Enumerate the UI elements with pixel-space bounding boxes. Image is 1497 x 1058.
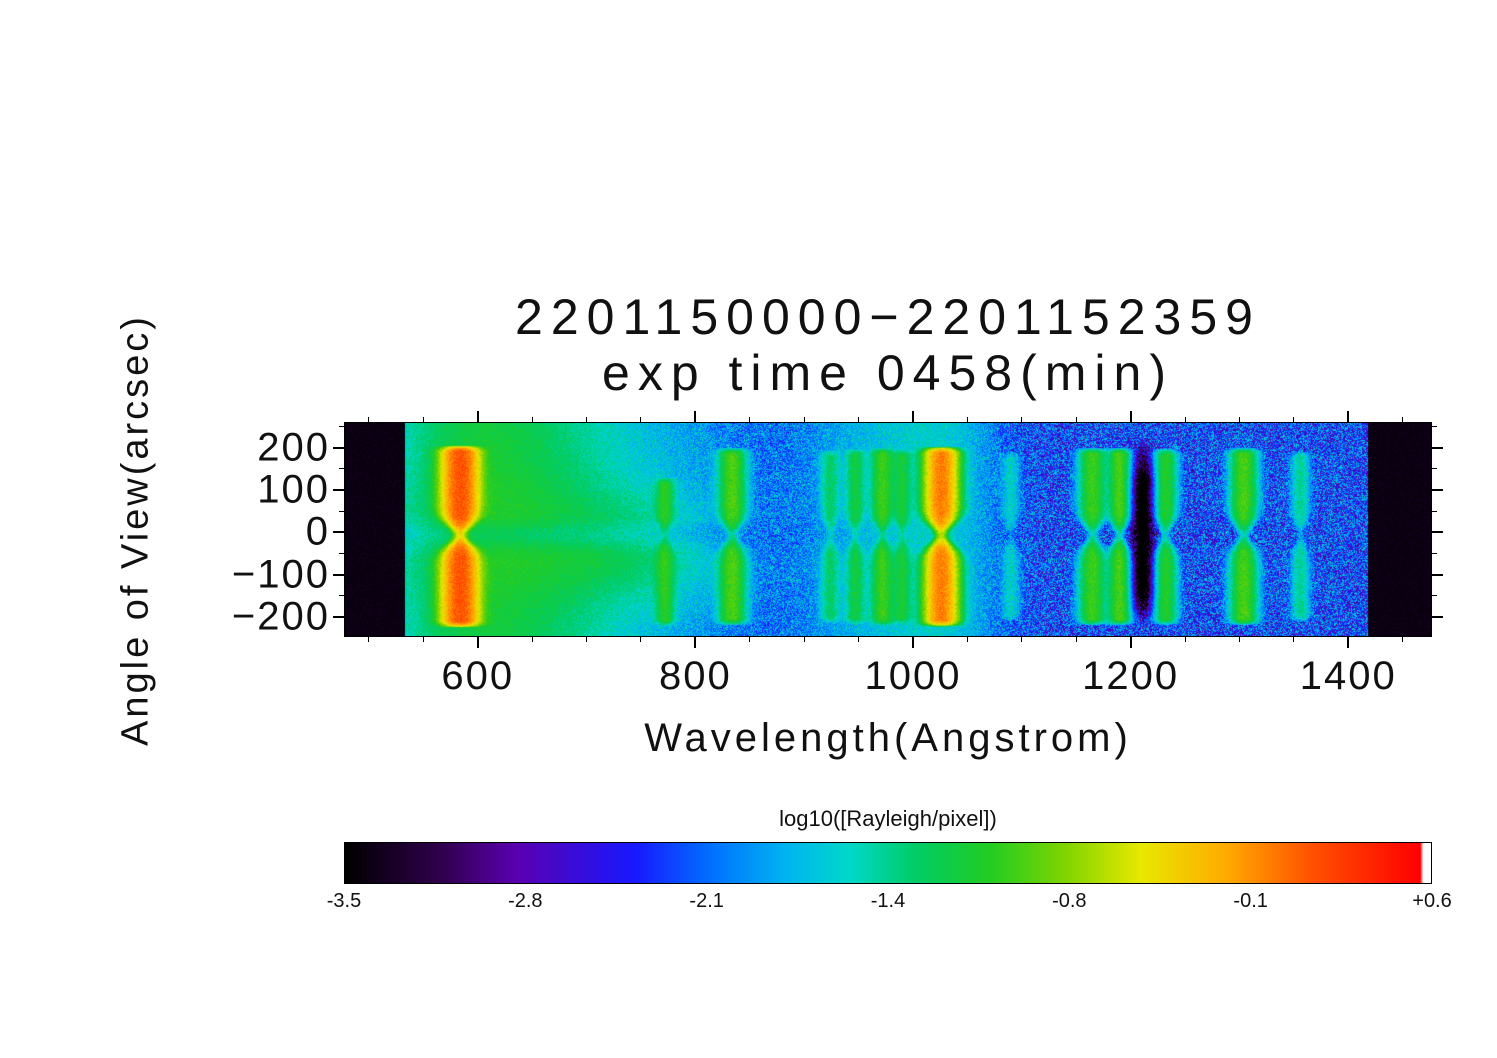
x-axis-minor-tick	[1238, 417, 1240, 422]
x-axis-tick-label: 1000	[864, 654, 962, 698]
y-axis-minor-tick	[339, 595, 344, 597]
x-axis-major-tick	[694, 411, 697, 422]
y-axis-minor-tick	[339, 552, 344, 554]
colorbar-title: log10([Rayleigh/pixel])	[779, 806, 997, 831]
x-axis-major-tick	[694, 637, 697, 648]
y-axis-tick-label: −100	[231, 552, 330, 597]
x-axis-minor-tick	[422, 637, 424, 642]
colorbar-tick-label: -1.4	[870, 890, 906, 912]
x-axis-major-tick	[1347, 411, 1350, 422]
x-axis-minor-tick	[1184, 417, 1186, 422]
x-axis-major-tick	[1347, 637, 1350, 648]
y-axis-tick-label: 200	[257, 425, 330, 470]
x-axis-minor-tick	[749, 637, 751, 642]
x-axis-minor-tick	[531, 417, 533, 422]
x-axis-tick-label: 1400	[1299, 654, 1397, 698]
colorbar-tick-label: -2.1	[689, 890, 724, 912]
y-axis-title: Angle of View(arcsec)	[114, 314, 157, 746]
y-axis-minor-tick	[1432, 425, 1437, 427]
plot-title-line2: exp time 0458(min)	[602, 345, 1174, 401]
x-axis-minor-tick	[422, 417, 424, 422]
x-axis-minor-tick	[586, 417, 588, 422]
x-axis-minor-tick	[1238, 637, 1240, 642]
x-axis-minor-tick	[640, 417, 642, 422]
x-axis-minor-tick	[368, 637, 370, 642]
y-axis-major-tick	[1432, 615, 1443, 618]
y-axis-major-tick	[333, 531, 344, 534]
x-axis-minor-tick	[1402, 637, 1404, 642]
x-axis-minor-tick	[1184, 637, 1186, 642]
x-axis-minor-tick	[803, 417, 805, 422]
x-axis-minor-tick	[640, 637, 642, 642]
y-axis-tick-label: 0	[305, 509, 330, 554]
x-axis-minor-tick	[1293, 637, 1295, 642]
y-axis-minor-tick	[1432, 468, 1437, 470]
x-axis-tick-label: 1200	[1082, 654, 1180, 698]
x-axis-major-tick	[912, 637, 915, 648]
x-axis-minor-tick	[1021, 417, 1023, 422]
x-axis-minor-tick	[749, 417, 751, 422]
x-axis-minor-tick	[368, 417, 370, 422]
colorbar-tick-label: -2.8	[508, 890, 543, 912]
y-axis-minor-tick	[339, 468, 344, 470]
y-axis-major-tick	[333, 488, 344, 491]
y-axis-major-tick	[1432, 573, 1443, 576]
colorbar-tick-label: -0.1	[1233, 890, 1268, 912]
y-axis-major-tick	[333, 446, 344, 449]
x-axis-major-tick	[1129, 637, 1132, 648]
x-axis-minor-tick	[586, 637, 588, 642]
y-axis-minor-tick	[1432, 552, 1437, 554]
x-axis-major-tick	[476, 411, 479, 422]
x-axis-minor-tick	[858, 637, 860, 642]
y-axis-major-tick	[1432, 531, 1443, 534]
x-axis-minor-tick	[858, 417, 860, 422]
y-axis-tick-label: 100	[257, 467, 330, 512]
plot-area	[344, 422, 1432, 637]
y-axis-minor-tick	[1432, 510, 1437, 512]
x-axis-major-tick	[1129, 411, 1132, 422]
x-axis-minor-tick	[1293, 417, 1295, 422]
x-axis-title: Wavelength(Angstrom)	[644, 716, 1132, 760]
y-axis-major-tick	[333, 615, 344, 618]
x-axis-minor-tick	[1075, 417, 1077, 422]
y-axis-major-tick	[333, 573, 344, 576]
x-axis-minor-tick	[1075, 637, 1077, 642]
colorbar-tick-label: -3.5	[326, 890, 362, 912]
colorbar-gradient	[345, 843, 1431, 883]
x-axis-minor-tick	[1021, 637, 1023, 642]
colorbar	[344, 842, 1432, 884]
x-axis-minor-tick	[1402, 417, 1404, 422]
x-axis-minor-tick	[966, 417, 968, 422]
x-axis-minor-tick	[966, 637, 968, 642]
plot-title-line1: 2201150000−2201152359	[515, 289, 1261, 345]
x-axis-major-tick	[476, 637, 479, 648]
x-axis-major-tick	[912, 411, 915, 422]
y-axis-minor-tick	[1432, 595, 1437, 597]
spectral-image	[345, 423, 1431, 636]
y-axis-major-tick	[1432, 446, 1443, 449]
x-axis-minor-tick	[803, 637, 805, 642]
x-axis-tick-label: 800	[659, 654, 732, 698]
colorbar-tick-label: -0.8	[1052, 890, 1087, 912]
y-axis-minor-tick	[339, 510, 344, 512]
x-axis-tick-label: 600	[441, 654, 515, 698]
y-axis-major-tick	[1432, 488, 1443, 491]
y-axis-minor-tick	[339, 425, 344, 427]
x-axis-minor-tick	[531, 637, 533, 642]
y-axis-tick-label: −200	[231, 594, 330, 639]
colorbar-tick-label: +0.6	[1412, 890, 1452, 912]
